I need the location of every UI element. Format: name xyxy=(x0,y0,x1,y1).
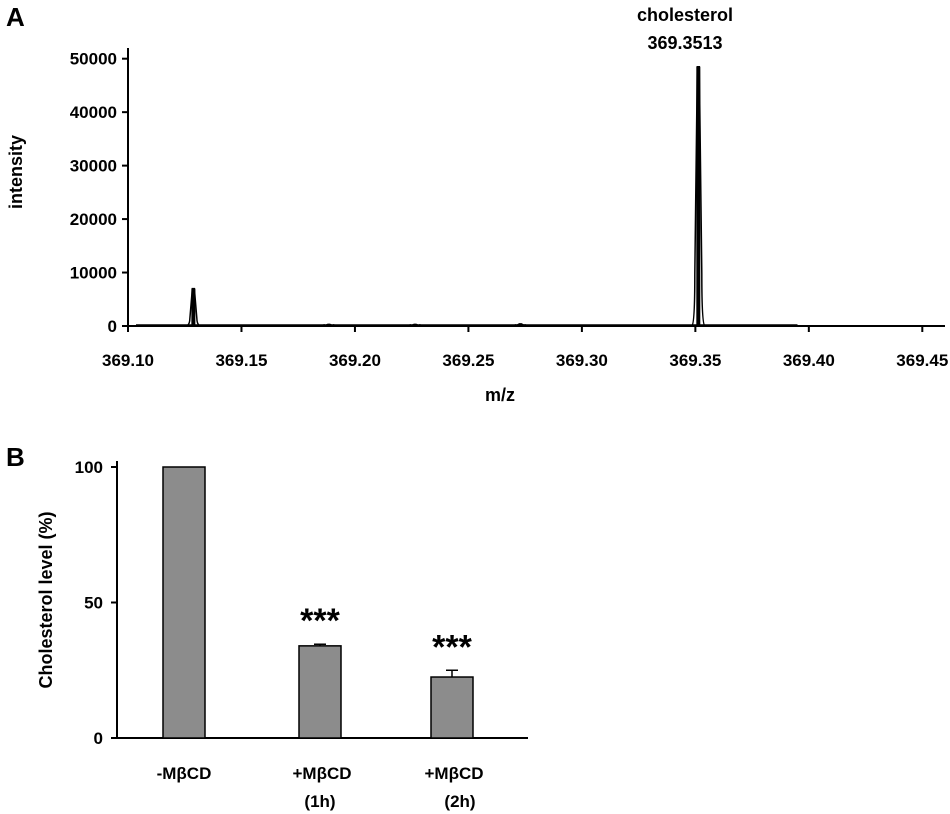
x-axis-title-a: m/z xyxy=(485,385,515,405)
x-tick-label-a: 369.30 xyxy=(556,351,608,370)
y-tick-label-b: 0 xyxy=(94,729,103,748)
x-tick-label-a: 369.20 xyxy=(329,351,381,370)
category-label: +MβCD xyxy=(292,764,351,783)
y-tick-label-a: 30000 xyxy=(70,157,117,176)
category-label: +MβCD xyxy=(424,764,483,783)
y-axis-title-a: intensity xyxy=(6,135,26,209)
panel-label-b: B xyxy=(6,442,25,472)
significance-marker: *** xyxy=(300,602,340,640)
x-tick-label-a: 369.45 xyxy=(896,351,948,370)
x-tick-label-a: 369.25 xyxy=(442,351,494,370)
peak-bar xyxy=(518,323,523,326)
peak-profile xyxy=(691,65,706,327)
peak-bar xyxy=(413,324,418,326)
cholesterol-bar-chart: 0 50 100 *** *** -MβCD +MβCD (1h) +MβCD (2h) Ch… xyxy=(36,458,528,811)
x-tick-label-a: 369.35 xyxy=(669,351,721,370)
x-tick-label-a: 369.40 xyxy=(783,351,835,370)
y-axis-title-b: Cholesterol level (%) xyxy=(36,511,56,688)
significance-marker: *** xyxy=(432,628,472,666)
y-tick-label-b: 50 xyxy=(84,594,103,613)
peak-profile xyxy=(407,323,423,327)
peak-annotation-mz: 369.3513 xyxy=(647,33,722,53)
bar xyxy=(298,645,342,739)
peak-bar xyxy=(326,324,331,326)
peak-profile xyxy=(321,323,337,327)
peak-bar xyxy=(191,288,196,326)
x-tick-label-a: 369.10 xyxy=(102,351,154,370)
peak-bar xyxy=(696,66,701,326)
mass-spectrum-chart: 0 10000 20000 30000 40000 50000 369.10 369.15 3… xyxy=(6,5,948,405)
y-tick-label-b: 100 xyxy=(75,458,103,477)
bar xyxy=(162,466,206,739)
bar xyxy=(430,676,474,739)
peak-annotation-name: cholesterol xyxy=(637,5,733,25)
category-label: -MβCD xyxy=(157,764,212,783)
y-tick-label-a: 0 xyxy=(108,317,117,336)
y-tick-label-a: 20000 xyxy=(70,210,117,229)
y-tick-label-a: 50000 xyxy=(70,50,117,69)
category-label-line2: (2h) xyxy=(444,792,475,811)
y-tick-label-a: 10000 xyxy=(70,264,117,283)
panel-label-a: A xyxy=(6,2,25,32)
x-tick-label-a: 369.15 xyxy=(215,351,267,370)
category-label-line2: (1h) xyxy=(304,792,335,811)
y-tick-label-a: 40000 xyxy=(70,103,117,122)
